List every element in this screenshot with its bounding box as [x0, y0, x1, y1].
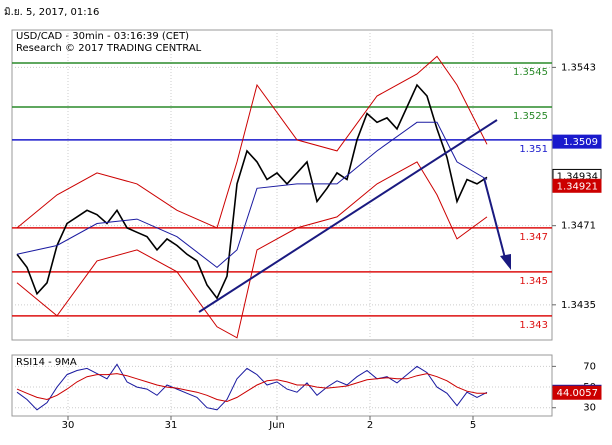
- series-line: [16, 55, 488, 229]
- value-box: [552, 385, 602, 400]
- series-line: [16, 363, 488, 411]
- forecast-arrow: [483, 177, 506, 259]
- x-tick-label: 30: [62, 420, 75, 431]
- level-label: 1.351: [519, 144, 548, 155]
- y-tick-label: 30: [583, 403, 596, 414]
- chart-subtitle: Research © 2017 TRADING CENTRAL: [16, 43, 202, 54]
- value-label: 1.3509: [563, 137, 598, 148]
- price-panel: [11, 29, 553, 341]
- value-box: [552, 134, 602, 149]
- x-tick-label: 2: [367, 420, 373, 431]
- y-tick-label: 70: [583, 361, 596, 372]
- x-tick-label: 5: [470, 420, 476, 431]
- timestamp: มิ.ย. 5, 2017, 01:16: [4, 7, 99, 18]
- series-line: [16, 161, 488, 339]
- value-box: [552, 178, 602, 193]
- value-label: 44.0057: [557, 388, 598, 399]
- arrow-head: [500, 254, 511, 270]
- value-label: 1.34921: [557, 181, 598, 192]
- trend-line: [198, 119, 498, 313]
- series-line: [16, 373, 488, 403]
- chart-title: USD/CAD - 30min - 03:16:39 (CET): [16, 31, 189, 42]
- level-label: 1.3525: [513, 111, 548, 122]
- level-label: 1.3545: [513, 67, 548, 78]
- y-tick-label: 1.3543: [561, 62, 596, 73]
- level-label: 1.347: [519, 232, 548, 243]
- x-tick-label: Jun: [268, 420, 285, 431]
- series-line: [16, 121, 488, 269]
- rsi-title: RSI14 - 9MA: [16, 357, 77, 368]
- x-tick-label: 31: [165, 420, 178, 431]
- y-tick-label: 1.3471: [561, 221, 596, 232]
- y-tick-label: 1.3435: [561, 300, 596, 311]
- level-label: 1.343: [519, 320, 548, 331]
- rsi-panel: [11, 354, 553, 417]
- value-label: 1.34934: [557, 171, 598, 182]
- level-label: 1.345: [519, 276, 548, 287]
- plot-layer: 1.35431.34711.34351.35451.35251.3511.347…: [12, 30, 602, 431]
- series-line: [16, 83, 488, 300]
